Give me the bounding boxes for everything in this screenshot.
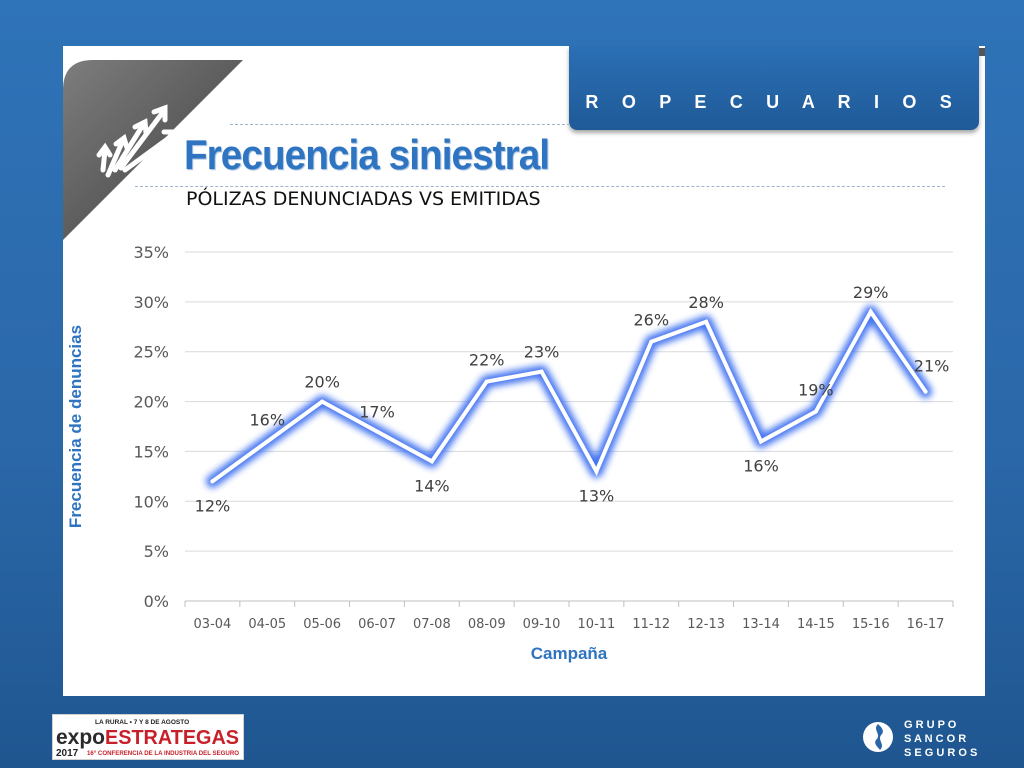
data-point	[265, 439, 270, 444]
data-label: 17%	[359, 402, 395, 421]
sancor-logo-line: G R U P O	[904, 719, 957, 731]
corner-badge	[63, 60, 243, 240]
banner-text: S E G U R O S A G R O P E C U A R I O S	[259, 92, 961, 112]
data-point	[375, 429, 379, 434]
data-point	[759, 439, 763, 444]
logo-date-line: LA RURAL • 7 Y 8 DE AGOSTO	[95, 719, 189, 726]
data-label: 26%	[634, 311, 670, 330]
line-chart: 0% 5% 10% 15% 20% 25% 30% 35% 03-04 04-05 05-06 06-…	[66, 243, 954, 663]
y-tick-label: 20%	[133, 393, 169, 412]
y-tick-label: 35%	[133, 243, 169, 262]
y-tick-label: 15%	[133, 442, 169, 461]
grupo-sancor-logo: G R U P O S A N C O R S E G U R O S	[863, 719, 977, 759]
grid-lines	[185, 251, 953, 552]
data-label: 19%	[798, 381, 834, 400]
data-label: 22%	[469, 351, 505, 370]
x-tick-label: 09-10	[523, 617, 561, 632]
data-point	[649, 339, 654, 344]
page-title: Frecuencia siniestral	[184, 131, 550, 178]
x-tick-label: 12-13	[687, 617, 725, 632]
x-tick-label: 07-08	[413, 617, 451, 632]
x-tick-label: 16-17	[907, 617, 945, 632]
data-label: 16%	[250, 410, 286, 429]
header-banner: S E G U R O S A G R O P E C U A R I O S	[259, 46, 979, 130]
logo-brand-estrategas: ESTRATEGAS	[105, 727, 239, 749]
y-tick-label: 30%	[133, 293, 169, 312]
x-tick-label: 15-16	[852, 617, 890, 632]
x-tick-label: 11-12	[632, 617, 670, 632]
y-tick-label: 10%	[133, 492, 169, 511]
data-point	[923, 389, 928, 394]
data-point	[320, 399, 325, 404]
corner-mark	[979, 48, 985, 56]
series-line-path	[210, 308, 928, 484]
data-point	[429, 459, 434, 464]
x-tick-label: 13-14	[742, 617, 780, 632]
data-point	[813, 409, 818, 414]
logo-year: 2017	[56, 748, 79, 759]
y-tick-label: 0%	[144, 592, 169, 611]
data-label: 23%	[524, 343, 560, 362]
x-tick-label: 03-04	[194, 617, 232, 632]
x-tick-label: 05-06	[303, 617, 341, 632]
flame-icon	[875, 724, 883, 750]
data-labels: 12% 16% 20% 17% 14% 22% 23% 13% 26% 28% 16% 19% 29% 2…	[195, 283, 950, 516]
title-divider-top	[230, 124, 570, 125]
x-tick-label: 10-11	[578, 617, 616, 632]
y-axis-title: Frecuencia de denuncias	[66, 325, 85, 528]
x-tick-label: 08-09	[468, 617, 506, 632]
data-label: 12%	[195, 496, 231, 515]
x-axis-title: Campaña	[531, 644, 608, 663]
page-subtitle: PÓLIZAS DENUNCIADAS VS EMITIDAS	[186, 188, 541, 210]
data-label: 20%	[304, 373, 340, 392]
data-point	[704, 319, 709, 324]
data-label: 21%	[914, 357, 950, 376]
x-tick-label: 04-05	[248, 617, 286, 632]
sancor-logo-line: S E G U R O S	[904, 747, 977, 759]
x-tick-label: 14-15	[797, 617, 835, 632]
y-tick-label: 25%	[133, 343, 169, 362]
data-label: 16%	[743, 456, 779, 475]
data-point	[484, 379, 489, 384]
axes: 0% 5% 10% 15% 20% 25% 30% 35% 03-04 04-05 05-06 06-…	[133, 243, 954, 632]
data-point	[868, 309, 873, 314]
y-tick-label: 5%	[144, 542, 169, 561]
series-line	[205, 305, 933, 488]
logo-brand-expo: expo	[56, 726, 105, 749]
data-point	[210, 479, 215, 484]
title-divider-bottom	[135, 186, 945, 187]
growth-arrows-icon	[96, 104, 180, 178]
data-label: 28%	[688, 293, 724, 312]
logo-tagline: 16° CONFERENCIA DE LA INDUSTRIA DEL SEGU…	[87, 750, 239, 757]
data-point	[594, 469, 599, 474]
expoestrategas-logo: LA RURAL • 7 Y 8 DE AGOSTO expo ESTRATEG…	[52, 714, 244, 760]
data-label: 29%	[853, 283, 889, 302]
x-tick-label: 06-07	[358, 617, 396, 632]
data-label: 14%	[414, 476, 450, 495]
sancor-logo-line: S A N C O R	[904, 733, 966, 745]
data-label: 13%	[579, 486, 615, 505]
data-point	[539, 369, 544, 374]
